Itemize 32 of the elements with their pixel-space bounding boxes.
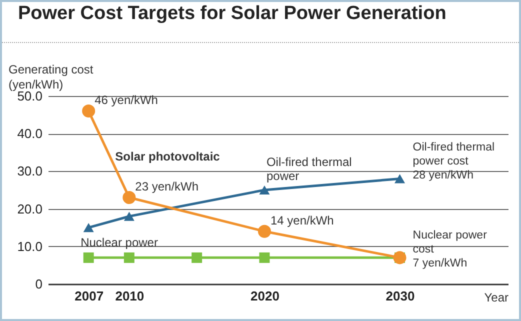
x-tick-label: 2020 <box>250 288 280 304</box>
x-tick-label: 2007 <box>74 288 104 304</box>
y-tick-label: 20.0 <box>17 201 42 216</box>
x-axis-title: Year <box>484 290 508 304</box>
annotation: Oil-fired thermal power cost 28 yen/kWh <box>412 142 495 182</box>
chart-title: Power Cost Targets for Solar Power Generation <box>18 3 446 24</box>
point <box>83 252 94 263</box>
series-label: Solar photovoltaic <box>115 150 220 164</box>
point <box>259 185 270 195</box>
y-tick-label: 0 <box>35 276 42 292</box>
y-axis-title: Generating cost (yen/kWh) <box>8 62 94 92</box>
point <box>122 191 136 204</box>
point <box>124 212 134 221</box>
data-label: 46 yen/kWh <box>94 93 158 108</box>
annotation: Nuclear power cost 7 yen/kWh <box>412 230 488 270</box>
series-label: Nuclear power <box>80 236 158 250</box>
y-tick-label: 50.0 <box>17 88 42 104</box>
y-tick-label: 30.0 <box>17 164 42 179</box>
point <box>258 224 271 238</box>
point <box>192 252 202 263</box>
point <box>83 223 94 232</box>
y-tick-label: 10.0 <box>17 238 42 254</box>
point <box>124 252 134 263</box>
series-label: Oil-fired thermal power <box>266 155 352 183</box>
x-tick-label: 2010 <box>115 288 144 304</box>
point <box>259 252 270 263</box>
point <box>82 104 96 118</box>
data-label: 23 yen/kWh <box>135 180 199 194</box>
x-tick-label: 2030 <box>386 288 415 304</box>
data-label: 14 yen/kWh <box>270 213 334 228</box>
point <box>394 174 406 184</box>
y-tick-label: 40.0 <box>17 126 42 142</box>
